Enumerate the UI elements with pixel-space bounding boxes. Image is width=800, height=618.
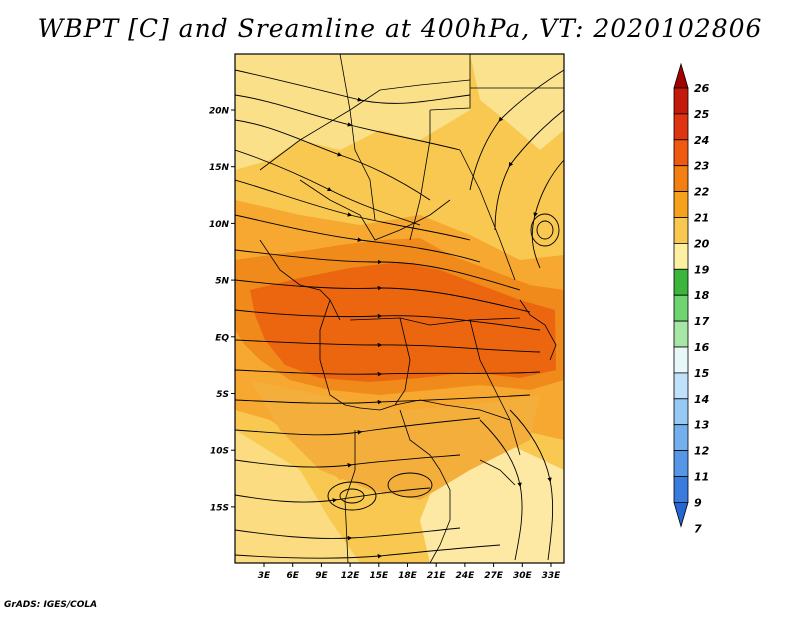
colorbar-segment (673, 398, 689, 426)
colorbar-label: 17 (694, 315, 710, 328)
colorbar-segment (673, 424, 689, 452)
lon-label: 12E (341, 571, 361, 581)
colorbar-segment (673, 113, 689, 141)
lon-label: 30E (513, 571, 533, 581)
colorbar-label: 24 (694, 134, 709, 147)
colorbar-segment (673, 87, 689, 115)
colorbar-segment (673, 294, 689, 322)
colorbar: 26 25 24 23 22 21 20 19 18 17 16 15 14 13 12 11 9 7 (673, 62, 710, 535)
longitude-labels: 3E 6E 9E 12E 15E 18E 21E 24E 27E 30E 33E (258, 563, 561, 581)
colorbar-label: 20 (694, 237, 710, 250)
colorbar-segment (673, 346, 689, 374)
lat-label: 15N (209, 163, 230, 173)
colorbar-segment (673, 320, 689, 348)
lat-label: EQ (215, 333, 229, 343)
lat-label: 10S (210, 447, 229, 457)
wbpt-shading (235, 54, 564, 563)
lat-label: 5N (215, 277, 229, 287)
colorbar-segment (673, 476, 689, 503)
colorbar-segment (673, 165, 689, 192)
colorbar-segment (673, 191, 689, 218)
colorbar-label: 21 (694, 212, 709, 225)
colorbar-label: 19 (694, 263, 710, 276)
lon-label: 6E (286, 571, 299, 581)
streamlines (235, 69, 564, 561)
lon-label: 21E (427, 571, 447, 581)
lon-label: 15E (369, 571, 389, 581)
colorbar-segment (673, 372, 689, 400)
colorbar-label: 11 (694, 471, 709, 484)
colorbar-label: 25 (694, 108, 710, 121)
lat-label: 15S (210, 503, 229, 513)
country-borders (235, 54, 564, 563)
colorbar-top-arrow (673, 62, 689, 89)
colorbar-segment (673, 139, 689, 167)
colorbar-label: 22 (694, 186, 710, 199)
colorbar-label: 14 (694, 393, 709, 406)
lon-label: 33E (542, 571, 562, 581)
lat-label: 20N (209, 107, 230, 117)
lon-label: 9E (315, 571, 328, 581)
colorbar-segment (673, 217, 689, 244)
latitude-labels: 20N 15N 10N 5N EQ 5S 10S 15S (209, 107, 235, 513)
colorbar-segment (673, 242, 689, 270)
colorbar-segment (673, 450, 689, 477)
colorbar-label: 15 (694, 367, 710, 380)
colorbar-segment (673, 268, 689, 296)
colorbar-label: 23 (694, 160, 710, 173)
colorbar-label: 12 (694, 445, 710, 458)
lon-label: 27E (484, 571, 504, 581)
colorbar-label: 7 (694, 522, 702, 535)
lon-label: 3E (258, 571, 271, 581)
lat-label: 10N (209, 220, 230, 230)
grads-credit: GrADS: IGES/COLA (4, 600, 98, 610)
colorbar-label: 9 (694, 496, 702, 509)
lon-label: 18E (398, 571, 418, 581)
colorbar-label: 18 (694, 289, 710, 302)
lat-label: 5S (216, 390, 229, 400)
map-title: WBPT [C] and Sreamline at 400hPa, VT: 20… (37, 14, 763, 43)
colorbar-label: 26 (694, 82, 710, 95)
map-frame (234, 53, 565, 564)
colorbar-label: 13 (694, 419, 710, 432)
colorbar-bottom-arrow (673, 502, 689, 528)
lon-label: 24E (456, 571, 476, 581)
colorbar-label: 16 (694, 341, 710, 354)
